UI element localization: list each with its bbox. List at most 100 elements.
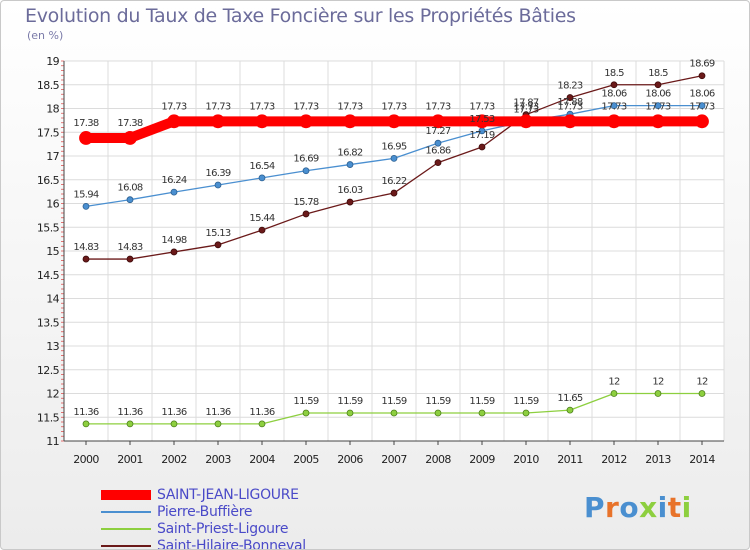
data-label: 11.36 (249, 407, 274, 418)
x-tick-label: 2010 (513, 453, 539, 466)
y-tick-label: 11 (46, 435, 59, 448)
logo-letter: i (657, 491, 668, 524)
legend-item: Saint-Hilaire-Bonneval (101, 537, 306, 549)
x-tick-label: 2002 (161, 453, 187, 466)
data-point (302, 167, 310, 175)
data-point (211, 114, 225, 129)
legend-label: Pierre-Buffière (157, 503, 253, 520)
data-label: 14.83 (117, 242, 142, 253)
data-point (519, 114, 533, 129)
data-point (654, 390, 662, 397)
data-point (126, 196, 134, 204)
x-tick-label: 2011 (557, 453, 583, 466)
x-tick-label: 2008 (425, 453, 451, 466)
data-label: 17.53 (469, 114, 494, 125)
data-label: 14.98 (161, 235, 186, 246)
data-point (126, 420, 134, 428)
data-point (522, 409, 530, 417)
data-label: 11.59 (381, 396, 406, 407)
data-point (651, 114, 665, 129)
data-point (258, 174, 266, 182)
data-label: 17.27 (425, 126, 450, 137)
x-tick-label: 2009 (469, 453, 495, 466)
x-tick-label: 2005 (293, 453, 319, 466)
data-point (695, 114, 709, 129)
data-point (346, 198, 354, 206)
data-label: 17.88 (557, 97, 582, 108)
data-point (390, 189, 398, 197)
data-point (82, 202, 90, 210)
logo-letter: i (681, 491, 692, 524)
y-tick-label: 12.5 (37, 364, 60, 377)
data-label: 18.23 (557, 81, 582, 92)
y-tick-label: 16.5 (37, 174, 60, 187)
data-point (299, 114, 313, 129)
data-label: 11.59 (337, 396, 362, 407)
data-point (434, 159, 442, 167)
data-point (610, 390, 618, 397)
data-label: 17.73 (161, 101, 186, 112)
y-tick-label: 17 (46, 150, 59, 163)
data-label: 18.06 (645, 89, 670, 100)
data-label: 15.44 (249, 213, 274, 224)
data-point (214, 241, 222, 249)
data-label: 11.59 (513, 396, 538, 407)
logo-letter: x (639, 491, 658, 524)
data-label: 18.69 (689, 59, 714, 70)
x-tick-label: 2001 (117, 453, 143, 466)
data-point (387, 114, 401, 129)
legend-item: Saint-Priest-Ligoure (101, 520, 306, 537)
y-tick-label: 13.5 (37, 316, 60, 329)
data-label: 17.73 (381, 101, 406, 112)
data-point (214, 420, 222, 428)
data-label: 11.36 (73, 407, 98, 418)
data-label: 18.5 (604, 68, 624, 79)
data-point (654, 102, 662, 110)
legend-swatch (101, 527, 151, 530)
data-point (123, 131, 137, 145)
data-point (302, 210, 310, 218)
data-label: 16.86 (425, 146, 450, 157)
data-label: 12 (652, 377, 664, 388)
data-label: 18.06 (601, 89, 626, 100)
data-label: 17.38 (117, 118, 142, 129)
data-label: 16.39 (205, 168, 230, 179)
y-unit-label: (en %) (27, 29, 64, 42)
data-point (255, 114, 269, 129)
data-label: 17.73 (249, 101, 274, 112)
x-tick-label: 2007 (381, 453, 407, 466)
data-label: 15.13 (205, 228, 230, 239)
data-point (82, 255, 90, 263)
logo-letter: r (605, 491, 620, 524)
data-label: 12 (608, 377, 620, 388)
data-point (610, 81, 618, 89)
data-point (346, 409, 354, 417)
y-tick-label: 15.5 (37, 221, 60, 234)
data-label: 11.36 (117, 407, 142, 418)
x-tick-label: 2014 (689, 453, 715, 466)
data-label: 18.06 (689, 89, 714, 100)
data-point (170, 248, 178, 256)
data-label: 17.73 (293, 101, 318, 112)
logo-letter: t (667, 491, 682, 524)
legend-item: Pierre-Buffière (101, 503, 306, 520)
data-point (434, 139, 442, 147)
logo-letter: P (584, 491, 606, 524)
data-label: 17.73 (689, 101, 714, 112)
data-label: 17.38 (73, 118, 98, 129)
x-tick-label: 2012 (601, 453, 627, 466)
data-point (698, 390, 706, 397)
data-point (126, 255, 134, 263)
data-point (478, 143, 486, 151)
data-point (563, 114, 577, 129)
data-label: 17.73 (557, 101, 582, 112)
data-point (654, 81, 662, 89)
data-point (610, 102, 618, 110)
legend-swatch (101, 544, 151, 547)
y-tick-label: 11.5 (37, 411, 60, 424)
data-label: 16.69 (293, 154, 318, 165)
data-label: 17.73 (513, 104, 538, 115)
data-point (214, 181, 222, 189)
y-tick-label: 14 (46, 293, 59, 306)
